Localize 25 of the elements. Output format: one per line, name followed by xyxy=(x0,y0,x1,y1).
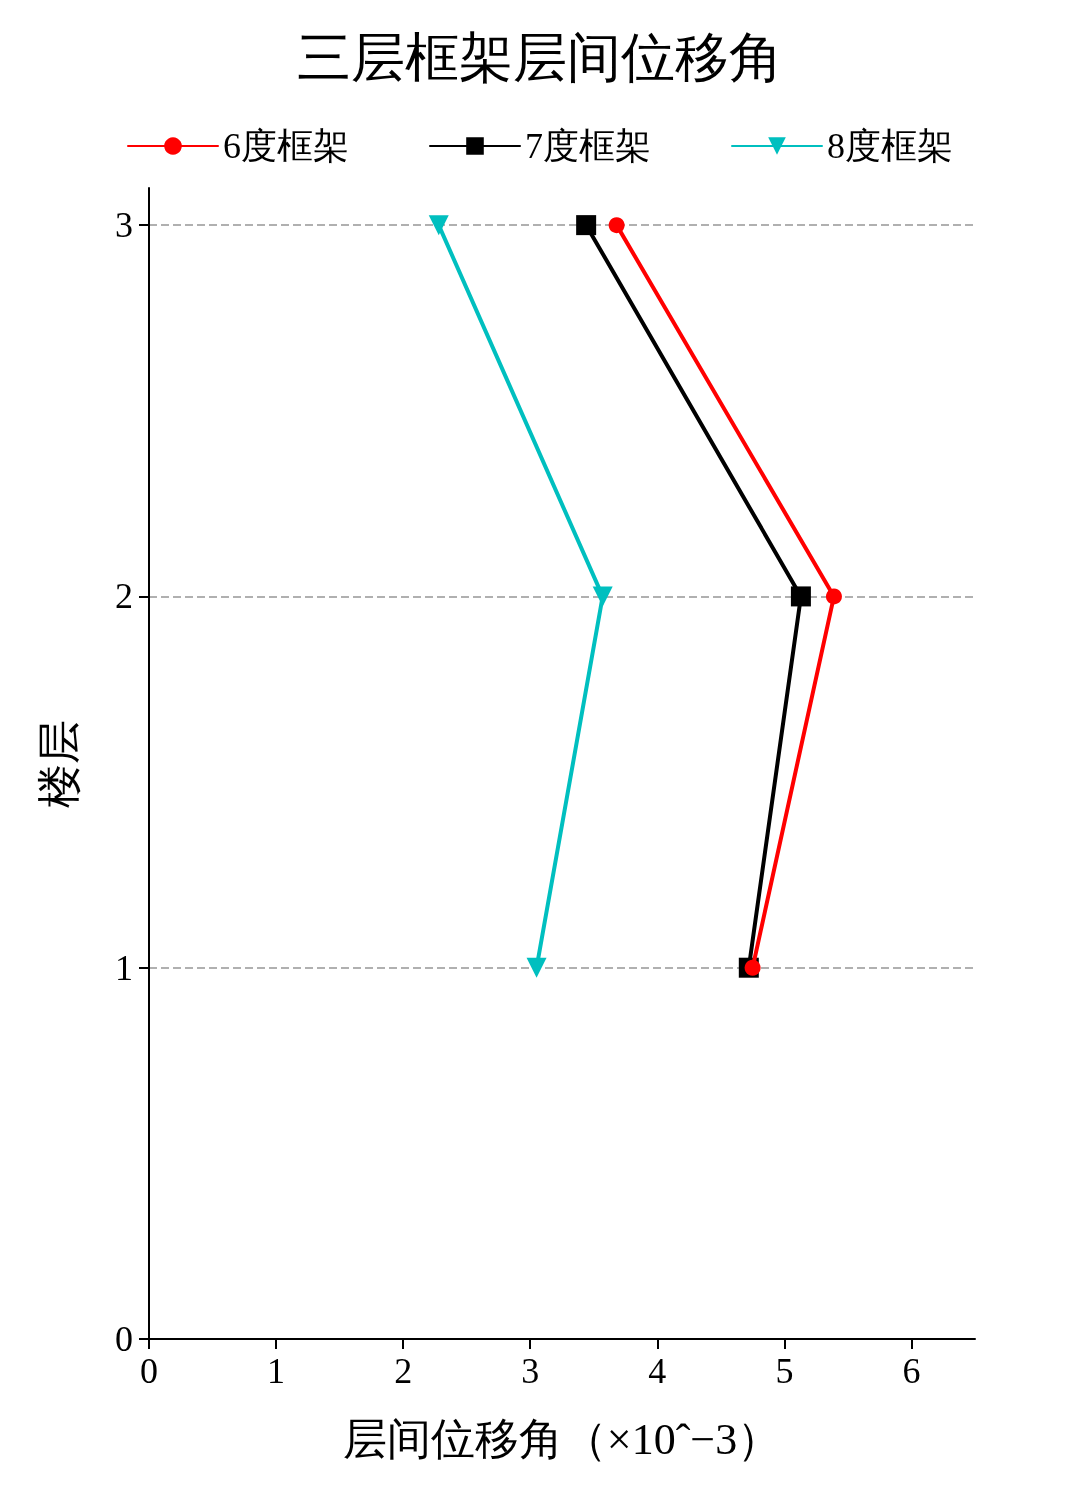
point xyxy=(592,586,613,607)
x-tick-label: 2 xyxy=(394,1351,413,1391)
point xyxy=(526,957,547,978)
y-tick-label: 2 xyxy=(115,576,133,617)
point xyxy=(825,588,842,605)
point xyxy=(608,217,625,234)
point xyxy=(576,215,597,236)
x-axis-title: 层间位移角（×10ˆ−3） xyxy=(342,1414,782,1464)
legend-label: 8度框架 xyxy=(827,126,953,166)
y-tick-label: 3 xyxy=(115,205,133,246)
x-tick-label: 6 xyxy=(902,1351,921,1391)
legend-label: 7度框架 xyxy=(525,126,651,166)
x-tick-label: 5 xyxy=(775,1351,794,1391)
x-tick-label: 3 xyxy=(521,1351,540,1391)
x-tick-label: 1 xyxy=(267,1351,286,1391)
x-tick-label: 4 xyxy=(648,1351,667,1391)
x-tick-label: 0 xyxy=(140,1351,158,1391)
y-tick-label: 1 xyxy=(115,947,133,988)
legend-label: 6度框架 xyxy=(223,126,349,166)
point xyxy=(428,215,449,236)
y-axis-title: 楼层 xyxy=(34,719,84,808)
point xyxy=(744,959,761,976)
y-tick-label: 0 xyxy=(115,1319,133,1359)
chart-title: 三层框架层间位移角 xyxy=(297,28,783,88)
point xyxy=(790,586,811,607)
